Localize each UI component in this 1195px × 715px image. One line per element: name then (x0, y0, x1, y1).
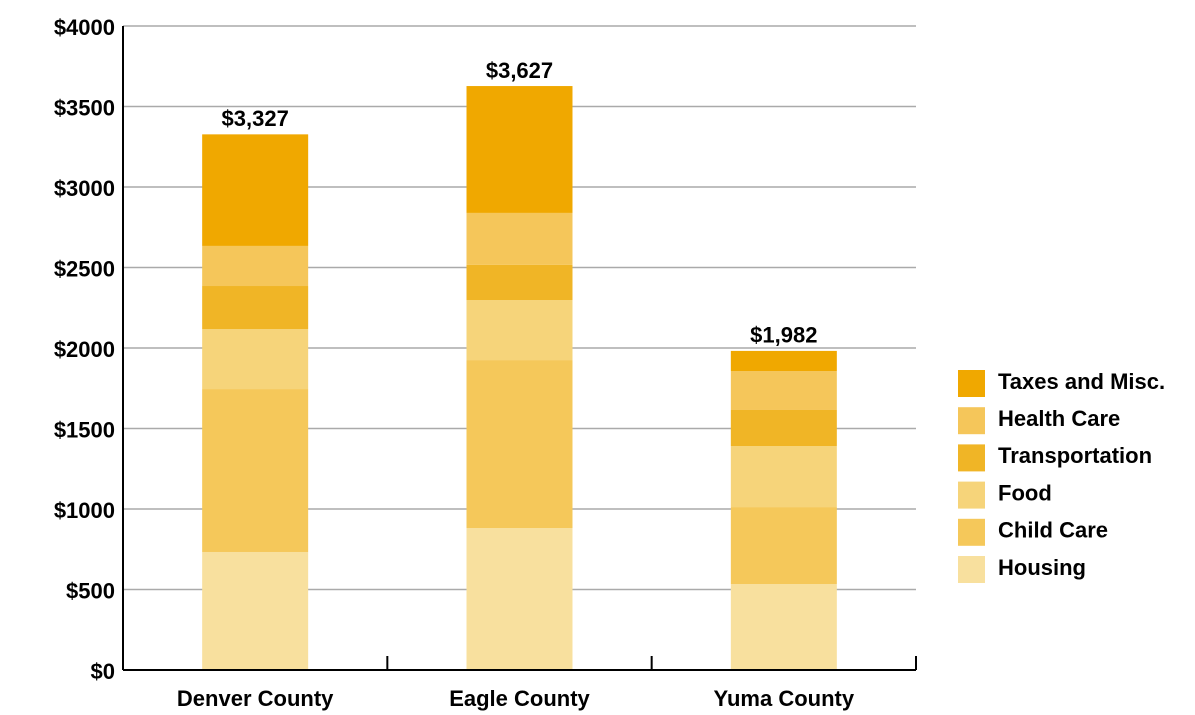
bar-segment (466, 212, 573, 265)
bar-segment (466, 527, 573, 670)
legend-label: Taxes and Misc. (998, 369, 1165, 394)
bar-segment (466, 264, 573, 301)
total-label: $3,327 (222, 106, 289, 131)
y-tick-label: $1000 (54, 498, 115, 523)
legend-swatch (958, 407, 985, 435)
legend-swatch (958, 481, 985, 509)
y-tick-label: $0 (91, 659, 115, 684)
total-label: $3,627 (486, 58, 553, 83)
y-tick-label: $3000 (54, 176, 115, 201)
y-tick-label: $2000 (54, 337, 115, 362)
bar-segment (466, 360, 573, 528)
x-tick-label: Denver County (177, 686, 334, 711)
bar-segment (202, 329, 309, 390)
bar-segment (730, 584, 837, 670)
bar-segment (730, 371, 837, 410)
x-tick-label: Eagle County (449, 686, 590, 711)
y-tick-label: $2500 (54, 256, 115, 281)
bar-segment (730, 446, 837, 508)
legend-swatch (958, 444, 985, 472)
y-tick-label: $500 (66, 578, 115, 603)
y-tick-label: $1500 (54, 417, 115, 442)
legend-label: Housing (998, 555, 1086, 580)
bar-segment (202, 286, 309, 330)
y-tick-label: $3500 (54, 95, 115, 120)
bar-segment (202, 551, 309, 670)
legend-label: Food (998, 480, 1052, 505)
legend-swatch (958, 556, 985, 583)
bar-segment (730, 507, 837, 585)
x-tick-label: Yuma County (714, 686, 855, 711)
legend-swatch (958, 370, 985, 397)
y-tick-label: $4000 (54, 15, 115, 40)
bar-segment (466, 300, 573, 361)
bar-segment (730, 409, 837, 447)
legend-label: Child Care (998, 518, 1108, 543)
bar-segment (202, 389, 309, 552)
bar-segment (730, 350, 837, 372)
legend-label: Health Care (998, 406, 1120, 431)
total-label: $1,982 (750, 323, 817, 348)
bar-segment (202, 134, 309, 246)
legend-swatch (958, 518, 985, 546)
legend-label: Transportation (998, 443, 1152, 468)
bar-segment (202, 245, 309, 287)
bar-segment (466, 86, 573, 213)
